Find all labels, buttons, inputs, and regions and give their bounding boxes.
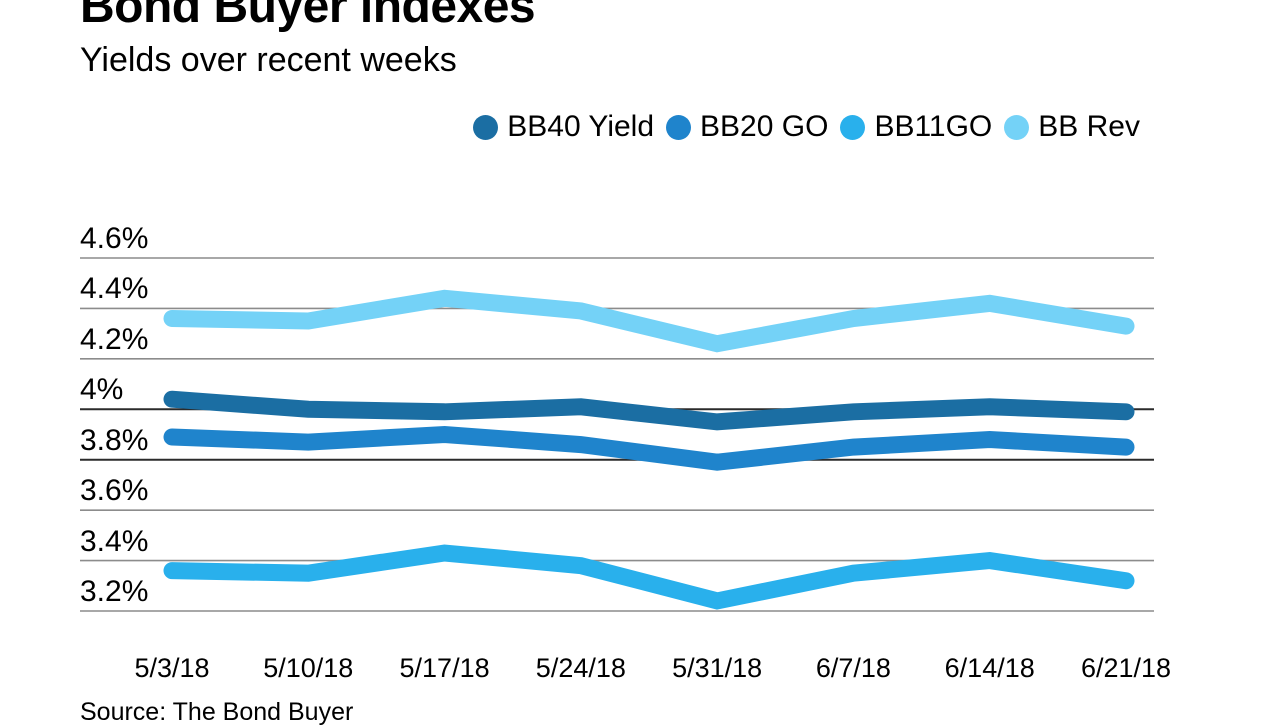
y-axis-tick-label: 3.4% — [80, 524, 149, 558]
x-axis-tick-label: 6/7/18 — [815, 653, 891, 683]
legend-item-label: BB20 GO — [700, 110, 829, 143]
x-axis-tick-label: 6/21/18 — [1080, 653, 1172, 683]
x-axis-tick-label: 5/17/18 — [399, 653, 490, 683]
source-note: Source: The Bond Buyer — [80, 698, 354, 726]
series-line — [163, 390, 1135, 431]
y-axis-tick-label: 3.2% — [80, 575, 149, 608]
legend-dot-icon — [1004, 114, 1030, 140]
legend-item-label: BB Rev — [1038, 110, 1140, 143]
legend-item[interactable]: BB11GO — [840, 112, 992, 142]
x-axis-tick-label: 5/31/18 — [672, 653, 763, 683]
legend-item-label: BB11GO — [874, 110, 993, 143]
x-axis-tick-label: 6/14/18 — [944, 653, 1035, 683]
series-line — [163, 425, 1135, 471]
y-axis-tick-label: 4.4% — [80, 272, 149, 306]
series-line — [163, 544, 1135, 610]
legend-item[interactable]: BB20 GO — [666, 112, 828, 142]
legend-dot-icon — [473, 114, 499, 140]
y-axis-tick-label: 4.6% — [80, 222, 149, 255]
chart-subtitle: Yields over recent weeks — [80, 41, 457, 79]
legend-dot-icon — [666, 114, 692, 140]
series-line — [163, 289, 1135, 353]
y-axis-tick-label: 3.8% — [80, 423, 149, 457]
page-title: Bond Buyer indexes — [80, 0, 536, 33]
legend-item[interactable]: BB40 Yield — [473, 112, 654, 142]
legend-item-label: BB40 Yield — [507, 110, 655, 143]
chart-legend: BB40 Yield BB20 GO BB11GO BB Rev — [80, 112, 1166, 142]
legend-dot-icon — [840, 114, 866, 140]
y-axis-tick-label: 4% — [80, 373, 124, 407]
x-axis-tick-label: 5/24/18 — [535, 653, 626, 683]
y-axis-tick-label: 3.6% — [80, 474, 149, 508]
y-axis-tick-label: 4.2% — [80, 322, 149, 356]
x-axis-tick-label: 5/3/18 — [134, 653, 210, 683]
legend-item[interactable]: BB Rev — [1004, 112, 1140, 142]
x-axis-tick-label: 5/10/18 — [263, 653, 354, 683]
